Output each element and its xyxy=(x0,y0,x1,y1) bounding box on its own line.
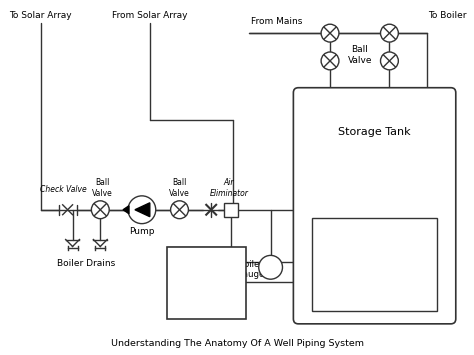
Text: Pump: Pump xyxy=(129,227,155,236)
Circle shape xyxy=(259,255,283,279)
Text: To Boiler: To Boiler xyxy=(428,11,466,20)
Text: Air
Eliminator: Air Eliminator xyxy=(210,178,248,198)
Text: Boiler Drains: Boiler Drains xyxy=(57,259,116,268)
Text: Check Valve: Check Valve xyxy=(40,185,87,195)
Text: Ball
Valve: Ball Valve xyxy=(92,178,113,198)
Text: Understanding The Anatomy Of A Well Piping System: Understanding The Anatomy Of A Well Pipi… xyxy=(111,339,365,348)
Circle shape xyxy=(171,201,189,219)
Bar xyxy=(312,218,437,311)
Polygon shape xyxy=(123,206,129,214)
Bar xyxy=(167,247,246,319)
Circle shape xyxy=(128,196,156,224)
Circle shape xyxy=(381,52,398,70)
Polygon shape xyxy=(135,203,150,217)
Text: To Solar Array: To Solar Array xyxy=(9,11,72,20)
Circle shape xyxy=(321,52,339,70)
Text: From Mains: From Mains xyxy=(251,17,302,26)
Text: Boiler
Gauge: Boiler Gauge xyxy=(237,260,265,279)
Text: Storage Tank: Storage Tank xyxy=(338,127,411,137)
Text: Internal
Heat
Exchanger: Internal Heat Exchanger xyxy=(347,248,402,281)
Bar xyxy=(224,203,238,217)
FancyBboxPatch shape xyxy=(293,88,456,324)
Circle shape xyxy=(321,24,339,42)
Circle shape xyxy=(381,24,398,42)
Text: Ball
Valve: Ball Valve xyxy=(169,178,190,198)
Text: Ball
Valve: Ball Valve xyxy=(347,45,372,65)
Text: From Solar Array: From Solar Array xyxy=(112,11,188,20)
Text: Expansion
Tank: Expansion Tank xyxy=(181,272,231,294)
Circle shape xyxy=(91,201,109,219)
